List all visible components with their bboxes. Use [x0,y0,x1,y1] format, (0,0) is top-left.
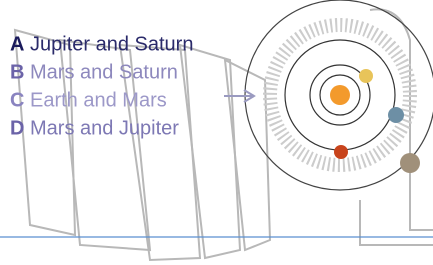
option-text: Jupiter and Saturn [30,33,193,55]
option-letter: B [10,61,24,83]
option-letter: D [10,117,24,139]
answer-options: A Jupiter and Saturn B Mars and Saturn C Eart… [10,33,193,139]
page-outline [360,200,433,245]
option-text: Mars and Jupiter [30,117,179,139]
planet [334,145,348,159]
page: {"options": [ {"letter": "A", "text": "J… [0,0,433,265]
planet [388,107,404,123]
scene: A Jupiter and Saturn B Mars and Saturn C Eart… [0,0,433,265]
option-letter: C [10,89,24,111]
option-letter: A [10,33,24,55]
page-outline [180,45,240,258]
option-text: Earth and Mars [30,89,167,111]
planet [359,69,373,83]
sun [330,85,350,105]
option-text: Mars and Saturn [30,61,178,83]
planet [400,153,420,173]
